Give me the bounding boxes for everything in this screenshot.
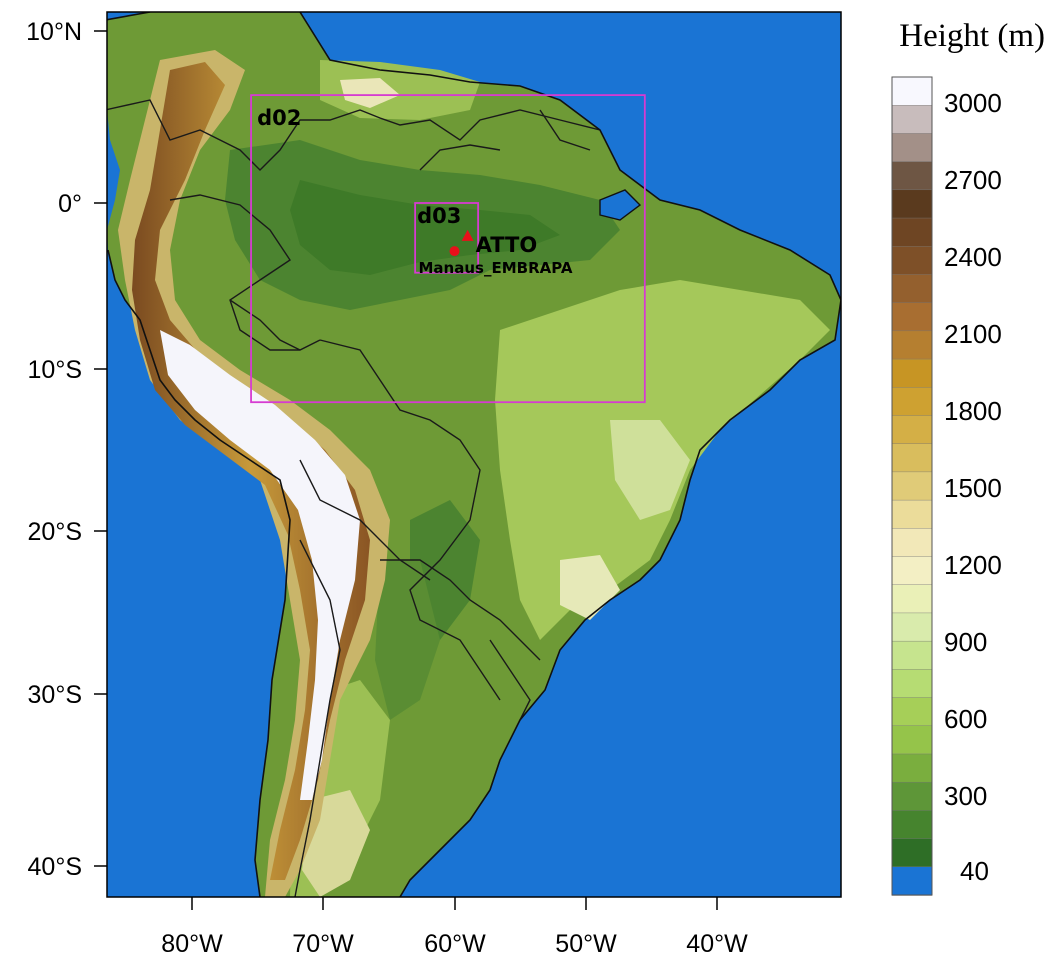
guiana-highlands — [320, 60, 480, 120]
colorbar-swatch — [891, 725, 933, 755]
colorbar-swatch — [891, 612, 933, 642]
map-panel — [107, 12, 841, 897]
country-borders — [107, 99, 601, 897]
colorbar-label-40: 40 — [960, 856, 989, 886]
colorbar-swatch — [891, 866, 933, 896]
guiana-tepui — [340, 78, 400, 108]
lon-label-80w: 80°W — [161, 930, 223, 958]
colorbar-swatch — [891, 217, 933, 247]
domain-d02-label: d02 — [257, 106, 301, 130]
colorbar-label-300: 300 — [944, 781, 987, 811]
colorbar-label-2400: 2400 — [944, 242, 1002, 272]
lat-label-20s: 20°S — [28, 518, 82, 546]
site-markers — [449, 229, 474, 257]
lon-label-50w: 50°W — [555, 930, 617, 958]
lon-label-40w: 40°W — [686, 930, 748, 958]
lat-label-30s: 30°S — [28, 681, 82, 709]
colorbar-swatch — [891, 189, 933, 219]
colorbar-label-1800: 1800 — [944, 396, 1002, 426]
lat-label-40s: 40°S — [28, 853, 82, 881]
colorbar-swatch — [891, 584, 933, 614]
chaco-lowland — [375, 560, 440, 720]
dot-marker-icon — [449, 246, 460, 257]
colorbar-swatch — [891, 330, 933, 360]
site-label-atto: ATTO — [476, 233, 538, 257]
longitude-axis: 80°W 70°W 60°W 50°W 40°W — [161, 897, 748, 958]
andes-ridge — [132, 62, 370, 880]
colorbar-label-900: 900 — [944, 627, 987, 657]
colorbar-swatch — [891, 697, 933, 727]
site-label-manaus-embrapa: Manaus_EMBRAPA — [419, 259, 573, 277]
colorbar-swatch — [891, 640, 933, 671]
colorbar-swatch — [891, 838, 933, 868]
colorbar-swatch — [891, 133, 933, 163]
colorbar-swatch — [891, 669, 933, 699]
colorbar-label-2100: 2100 — [944, 319, 1002, 349]
lon-label-60w: 60°W — [424, 930, 486, 958]
colorbar-swatch — [891, 443, 933, 473]
lat-label-10n: 10°N — [26, 18, 82, 46]
colorbar-swatch — [891, 471, 933, 501]
altiplano-snow — [160, 330, 360, 800]
colorbar-swatch — [891, 556, 933, 586]
colorbar-swatch — [891, 415, 933, 445]
lat-label-0: 0° — [58, 190, 82, 218]
colorbar-labels: 3000 2700 2400 2100 1800 1500 1200 900 6… — [944, 88, 1002, 886]
amazon-basin-core — [290, 180, 560, 275]
colorbar-swatch — [891, 302, 933, 332]
highlands-peak-1 — [610, 420, 690, 520]
colorbar-swatch — [891, 76, 933, 106]
colorbar-swatch — [891, 781, 933, 812]
colorbar-swatch — [891, 161, 933, 191]
colorbar-frame — [891, 76, 933, 896]
colorbar-swatch — [891, 387, 933, 417]
map-frame — [106, 11, 842, 898]
colorbar-swatch — [891, 499, 933, 530]
colorbar-swatch — [891, 274, 933, 304]
colorbar — [891, 76, 933, 896]
domain-d03-label: d03 — [417, 204, 461, 228]
colorbar-swatch — [891, 246, 933, 276]
triangle-marker-icon — [461, 229, 474, 241]
colorbar-swatch — [891, 358, 933, 388]
colorbar-label-3000: 3000 — [944, 88, 1002, 118]
domain-d02-box — [250, 94, 646, 404]
colorbar-swatch — [891, 810, 933, 840]
domain-d03-box — [414, 202, 480, 274]
latitude-axis: 10°N 0° 10°S 20°S 30°S 40°S — [26, 18, 107, 881]
colorbar-swatch — [891, 753, 933, 783]
marajo-island — [599, 189, 642, 221]
colorbar-label-2700: 2700 — [944, 165, 1002, 195]
colorbar-label-1200: 1200 — [944, 550, 1002, 580]
colorbar-swatch — [891, 528, 933, 558]
lat-label-10s: 10°S — [28, 356, 82, 384]
lon-label-70w: 70°W — [292, 930, 354, 958]
colorbar-label-600: 600 — [944, 704, 987, 734]
colorbar-title: Height (m) — [899, 18, 1045, 54]
colorbar-swatch — [891, 105, 933, 135]
colorbar-label-1500: 1500 — [944, 473, 1002, 503]
